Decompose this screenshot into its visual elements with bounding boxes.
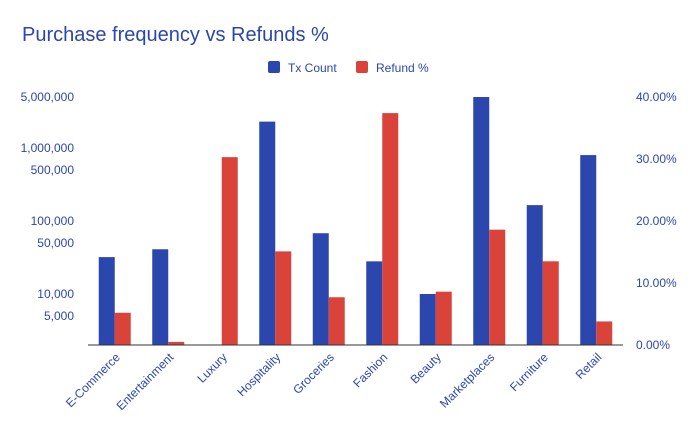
category-label: Groceries: [290, 350, 337, 397]
left-tick-label: 50,000: [37, 236, 74, 250]
bar-tx-count: [526, 205, 543, 345]
category-label: Entertainment: [114, 350, 177, 413]
bar-refund-pct: [168, 341, 185, 345]
bar-refund-pct: [221, 157, 238, 345]
bar-tx-count: [366, 261, 383, 345]
category-label: Furniture: [507, 350, 551, 394]
legend: Tx Count Refund %: [268, 61, 429, 75]
left-tick-label: 5,000: [44, 309, 74, 323]
category-label: Fashion: [350, 350, 390, 390]
right-tick-label: 30.00%: [636, 152, 677, 166]
bar-refund-pct: [596, 321, 613, 345]
category-label: Beauty: [408, 350, 444, 386]
bar-tx-count: [152, 249, 169, 345]
right-tick-label: 20.00%: [636, 214, 677, 228]
right-tick-label: 40.00%: [636, 90, 677, 104]
left-tick-label: 500,000: [31, 163, 75, 177]
left-tick-label: 1,000,000: [21, 141, 75, 155]
bar-refund-pct: [275, 251, 292, 345]
category-label: Hospitality: [234, 350, 283, 399]
left-tick-label: 10,000: [37, 287, 74, 301]
bar-tx-count: [259, 121, 276, 345]
right-tick-label: 0.00%: [636, 338, 670, 352]
left-axis: 5,000 10,000 50,000 100,000 500,000 1,000,000…: [21, 90, 75, 323]
right-tick-label: 10.00%: [636, 276, 677, 290]
bar-refund-pct: [382, 113, 399, 346]
bar-tx-count: [580, 155, 597, 345]
legend-item-refund-pct-label: Refund %: [376, 61, 429, 75]
left-tick-label: 100,000: [31, 214, 75, 228]
bar-refund-pct: [542, 261, 559, 345]
bar-tx-count: [98, 257, 115, 345]
bar-tx-count: [419, 293, 436, 345]
category-label: E-Commerce: [63, 350, 123, 410]
category-label: Marketplaces: [437, 350, 497, 410]
legend-item-tx-count-label: Tx Count: [288, 61, 337, 75]
legend-item-refund-pct-swatch: [356, 61, 368, 73]
bar-tx-count: [312, 233, 329, 345]
bar-refund-pct: [328, 297, 345, 345]
bar-tx-count: [473, 97, 490, 345]
left-tick-label: 5,000,000: [21, 90, 75, 104]
bar-refund-pct: [435, 291, 452, 345]
chart-title: Purchase frequency vs Refunds %: [22, 24, 329, 46]
category-label: Retail: [573, 350, 605, 382]
category-label: Luxury: [194, 350, 229, 385]
right-axis: 0.00% 10.00% 20.00% 30.00% 40.00%: [636, 90, 677, 352]
legend-item-tx-count-swatch: [268, 61, 280, 73]
bar-refund-pct: [489, 229, 506, 345]
bar-refund-pct: [114, 312, 131, 345]
bars: [98, 97, 613, 346]
